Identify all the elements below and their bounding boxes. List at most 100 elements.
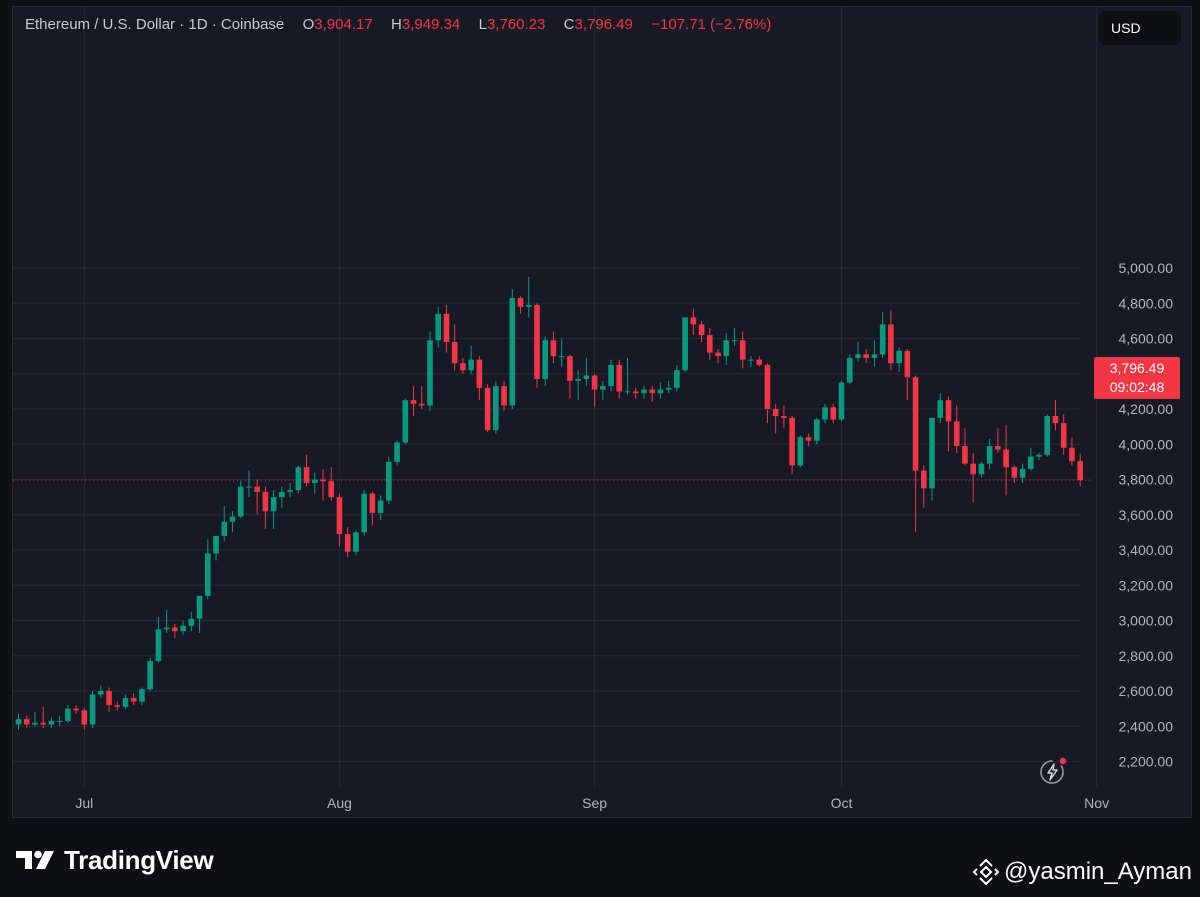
- candle-body: [295, 467, 302, 491]
- candle-body: [1052, 416, 1059, 424]
- author-credit: @yasmin_Ayman: [972, 856, 1192, 888]
- candle: [32, 712, 38, 727]
- candle-body: [871, 354, 878, 358]
- candle: [188, 611, 195, 632]
- candle: [657, 382, 664, 399]
- candle: [978, 461, 985, 478]
- candle: [937, 393, 944, 424]
- candle: [98, 685, 104, 699]
- candle: [163, 609, 170, 633]
- candle: [616, 359, 623, 399]
- candle-body: [632, 391, 639, 394]
- candle-body: [98, 691, 104, 695]
- currency-button[interactable]: USD: [1099, 11, 1181, 45]
- candle-body: [204, 553, 211, 596]
- candle-body: [320, 479, 326, 482]
- candle-body: [1027, 456, 1034, 469]
- candle-body: [196, 595, 203, 619]
- candle: [311, 472, 318, 494]
- candle: [863, 349, 869, 364]
- candle-body: [995, 446, 1001, 450]
- time-axis[interactable]: Jul Aug Sep Oct Nov: [75, 795, 1109, 811]
- candle: [147, 657, 153, 691]
- chart-panel[interactable]: 2,200.00 2,400.00 2,600.00 2,800.00 3,000.00…: [12, 6, 1192, 818]
- candle-body: [213, 535, 219, 554]
- y-tick-label: 4,000.00: [1119, 436, 1174, 452]
- candle: [336, 493, 343, 547]
- candle: [451, 324, 458, 371]
- candle-body: [270, 497, 277, 512]
- candle: [402, 398, 409, 445]
- candle: [89, 691, 96, 729]
- open-value: 3,904.17: [314, 16, 373, 33]
- candle: [130, 692, 137, 706]
- candle: [410, 386, 417, 417]
- candle-body: [468, 359, 474, 371]
- candle: [986, 438, 993, 469]
- candle: [221, 505, 228, 542]
- candle-body: [303, 467, 310, 484]
- y-tick-label: 5,000.00: [1119, 260, 1174, 276]
- candle: [929, 417, 935, 501]
- candle-body: [723, 340, 730, 357]
- candle: [377, 495, 384, 521]
- candle-body: [855, 354, 861, 358]
- candle: [303, 454, 310, 487]
- candle: [15, 713, 22, 730]
- candle-body: [435, 313, 442, 341]
- candle: [731, 327, 738, 346]
- candle-body: [838, 382, 845, 420]
- candle: [855, 342, 861, 362]
- candle-body: [221, 521, 228, 536]
- candle-body: [616, 364, 623, 392]
- candle-body: [246, 486, 252, 488]
- close-label: C: [563, 16, 575, 33]
- candle-body: [698, 324, 705, 335]
- candle-body: [353, 532, 359, 552]
- candle-body: [525, 305, 532, 307]
- candle: [23, 715, 30, 729]
- price-axis[interactable]: 2,200.00 2,400.00 2,600.00 2,800.00 3,000.00…: [1119, 260, 1174, 770]
- candle-body: [139, 689, 145, 702]
- candle: [707, 327, 713, 360]
- candle-body: [56, 720, 63, 722]
- candle-body: [1077, 461, 1083, 481]
- candle-body: [953, 421, 960, 447]
- candle-body: [155, 629, 162, 662]
- candle: [237, 481, 244, 519]
- candle: [48, 717, 55, 729]
- candle: [361, 490, 367, 536]
- tradingview-logo-icon: [16, 850, 54, 869]
- candle-body: [797, 437, 804, 466]
- candle: [353, 530, 359, 556]
- candle-body: [1069, 447, 1075, 462]
- candle: [328, 467, 335, 501]
- candle-body: [237, 486, 244, 517]
- candle: [81, 708, 88, 730]
- candle: [270, 490, 277, 529]
- candle-body: [311, 479, 318, 484]
- candlestick-chart[interactable]: 2,200.00 2,400.00 2,600.00 2,800.00 3,000.00…: [13, 7, 1193, 819]
- candle-body: [386, 461, 392, 501]
- candle-body: [122, 698, 129, 707]
- candle-body: [509, 297, 516, 406]
- candle: [484, 384, 491, 432]
- candle: [879, 312, 886, 358]
- candle: [493, 380, 499, 434]
- lightning-alert-icon[interactable]: [1037, 753, 1071, 787]
- candle: [995, 428, 1001, 454]
- candle: [789, 416, 795, 475]
- candle-body: [649, 389, 656, 394]
- candle-body: [328, 481, 335, 498]
- candle-body: [591, 375, 598, 390]
- candle-body: [830, 407, 837, 420]
- candle: [534, 303, 540, 388]
- candle: [106, 687, 112, 713]
- candle-body: [805, 437, 812, 441]
- candle: [962, 428, 968, 466]
- candle: [196, 595, 203, 633]
- candle-body: [583, 375, 590, 380]
- low-value: 3,760.23: [486, 16, 546, 33]
- candle-body: [937, 400, 944, 418]
- tradingview-logo[interactable]: TradingView: [16, 842, 214, 878]
